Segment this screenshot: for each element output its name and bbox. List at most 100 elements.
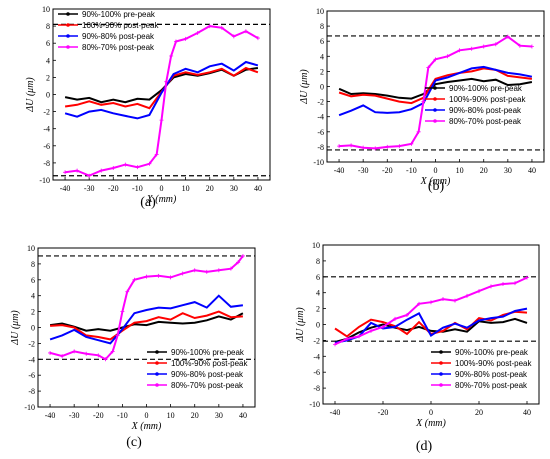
data-point — [60, 354, 65, 359]
x-tick-label: -40 — [330, 408, 341, 417]
data-point — [72, 349, 77, 354]
series-line-2 — [334, 310, 528, 338]
data-point — [505, 34, 510, 39]
data-point — [385, 144, 390, 149]
data-point — [144, 274, 149, 279]
y-tick-label: -6 — [313, 368, 320, 377]
panel-label: (c) — [126, 435, 142, 450]
data-point — [421, 99, 426, 104]
data-point — [120, 309, 125, 314]
x-tick-label: -20 — [93, 411, 104, 420]
data-point — [369, 328, 373, 333]
data-point — [517, 43, 522, 48]
data-point — [477, 289, 481, 294]
legend: 90%-100% pre-peak 100%-90% post-peak 90%-8… — [58, 10, 159, 52]
legend-marker — [66, 12, 70, 16]
legend-label: 100%-90% post-peak — [455, 359, 532, 368]
x-axis-label: X (mm) — [415, 418, 446, 429]
y-tick-label: 10 — [42, 5, 50, 14]
data-point — [405, 312, 409, 317]
y-tick-label: -6 — [43, 142, 50, 151]
y-tick-label: -6 — [28, 371, 35, 380]
panel-label: (b) — [428, 179, 445, 194]
data-point — [501, 281, 505, 286]
data-point — [48, 350, 53, 355]
series-line-3 — [64, 60, 259, 120]
data-point — [75, 168, 80, 173]
y-axis-label: ΔU (μm) — [25, 77, 36, 113]
x-tick-label: 30 — [230, 184, 238, 193]
series-line-3 — [338, 65, 533, 117]
y-tick-label: 8 — [320, 22, 324, 31]
data-point — [373, 146, 378, 151]
y-tick-label: -10 — [313, 158, 324, 167]
data-point — [453, 298, 457, 303]
legend-marker — [433, 97, 437, 101]
legend-label: 90%-80% post-peak — [171, 370, 244, 379]
legend-label: 90%-80% post-peak — [449, 106, 522, 115]
data-point — [409, 141, 414, 146]
data-point — [349, 143, 354, 148]
y-axis-label: ΔU (μm) — [299, 69, 310, 105]
data-point — [84, 351, 89, 356]
y-tick-label: 8 — [46, 22, 50, 31]
y-tick-label: -2 — [28, 339, 35, 348]
y-tick-label: 6 — [46, 39, 50, 48]
legend-marker — [155, 361, 159, 365]
legend-label: 80%-70% post-peak — [455, 381, 528, 390]
y-tick-label: 4 — [320, 52, 324, 61]
series-line-3 — [334, 307, 528, 344]
x-tick-label: 20 — [480, 166, 488, 175]
data-point — [195, 30, 200, 35]
data-point — [457, 48, 462, 53]
data-point — [333, 342, 337, 347]
data-point — [192, 268, 197, 273]
legend-marker — [155, 350, 159, 354]
legend-label: 80%-70% post-peak — [82, 43, 155, 52]
data-point — [529, 44, 534, 49]
data-point — [219, 25, 224, 30]
data-point — [156, 273, 161, 278]
x-tick-label: 0 — [160, 184, 164, 193]
y-tick-label: -2 — [43, 108, 50, 117]
data-point — [243, 29, 248, 34]
x-tick-label: 40 — [254, 184, 262, 193]
y-tick-label: 4 — [31, 292, 35, 301]
data-point — [132, 277, 137, 282]
x-tick-label: -40 — [45, 411, 56, 420]
data-point — [481, 44, 486, 49]
y-tick-label: -4 — [28, 355, 35, 364]
x-tick-label: 20 — [475, 408, 483, 417]
y-tick-label: 10 — [27, 244, 35, 253]
legend-marker — [439, 383, 443, 387]
x-tick-label: -30 — [84, 184, 95, 193]
data-point — [397, 144, 402, 149]
legend: 90%-100% pre-peak 100%-90% post-peak 90%-8… — [425, 84, 526, 126]
y-tick-label: -10 — [309, 400, 320, 409]
panel-label: (a) — [140, 195, 156, 210]
data-point — [513, 281, 517, 286]
x-tick-label: 30 — [215, 411, 223, 420]
data-point — [125, 289, 130, 294]
y-tick-label: 10 — [312, 241, 320, 250]
x-tick-label: 0 — [145, 411, 149, 420]
y-tick-label: -10 — [24, 403, 35, 412]
series-line-1 — [334, 317, 528, 343]
y-tick-label: 2 — [31, 308, 35, 317]
y-tick-label: -8 — [43, 159, 50, 168]
y-tick-label: 2 — [320, 67, 324, 76]
x-tick-label: -20 — [108, 184, 119, 193]
legend-marker — [155, 372, 159, 376]
legend-label: 100%-90% post-peak — [449, 95, 526, 104]
y-tick-label: 0 — [31, 324, 35, 333]
legend-marker — [155, 383, 159, 387]
data-point — [207, 24, 212, 29]
data-point — [111, 166, 116, 171]
data-point — [63, 170, 68, 175]
data-point — [159, 118, 164, 123]
x-tick-label: -20 — [382, 166, 393, 175]
x-tick-label: -30 — [358, 166, 369, 175]
